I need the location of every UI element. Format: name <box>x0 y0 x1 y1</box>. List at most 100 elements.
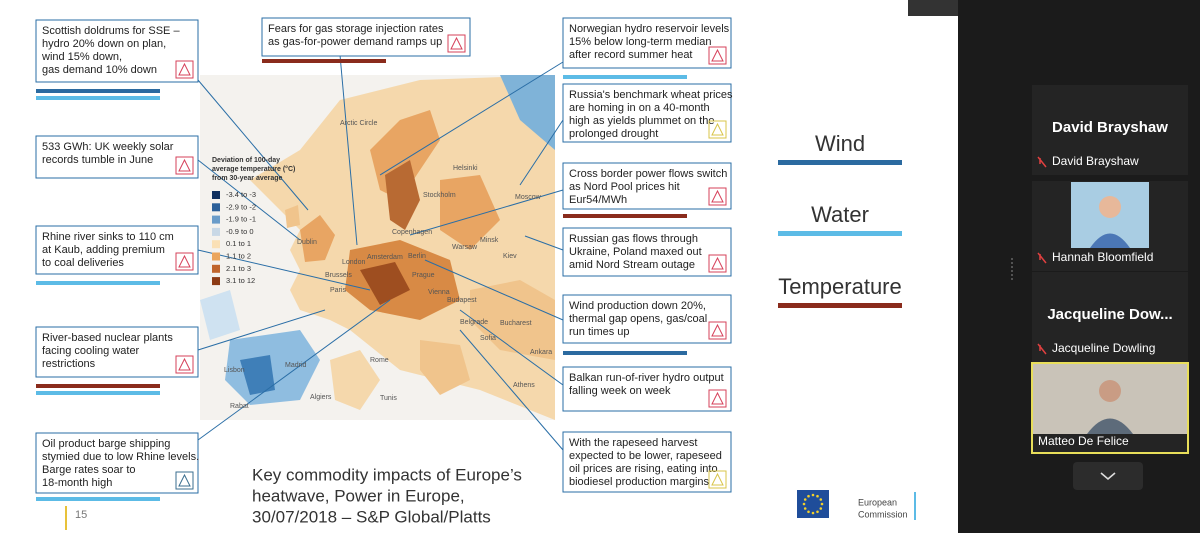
callout-text: With the rapeseed harvest <box>569 437 697 449</box>
callout-text: Ukraine, Poland maxed out <box>569 246 702 258</box>
callout-icon <box>708 120 727 139</box>
callout-icon <box>708 46 727 65</box>
place-label: Dublin <box>297 239 317 246</box>
callout-text: biodiesel production margins <box>569 476 710 488</box>
callout-icon <box>175 471 194 490</box>
callout-icon <box>447 34 466 53</box>
participant-tile[interactable] <box>1032 85 1188 175</box>
callout-icon <box>708 470 727 489</box>
callout-text: River-based nuclear plants <box>42 332 173 344</box>
person-head <box>1099 196 1121 218</box>
person-body <box>1087 418 1133 434</box>
legend-swatch <box>212 240 220 249</box>
callout-box <box>562 162 732 210</box>
callout-text: run times up <box>569 326 630 338</box>
place-label: Athens <box>513 382 535 389</box>
callout-text: Scottish doldrums for SSE – <box>42 25 180 37</box>
callout-icon <box>708 389 727 408</box>
key-label: Water <box>811 202 869 227</box>
eu-star <box>803 507 807 510</box>
callout-box <box>35 19 199 83</box>
mute-icon <box>1037 343 1047 355</box>
participant-label: David Brayshaw <box>1052 154 1139 168</box>
callout-icon <box>708 321 727 340</box>
callout-text: Russian gas flows through <box>569 233 698 245</box>
callout-text: facing cooling water <box>42 345 140 357</box>
callout-text: 533 GWh: UK weekly solar <box>42 141 174 153</box>
legend-swatch <box>212 264 220 273</box>
callout-icon <box>175 252 194 271</box>
legend-swatch <box>212 191 220 199</box>
scroll-down-button[interactable] <box>1073 462 1143 490</box>
callout-icon-glyph <box>711 189 724 203</box>
callout-text: expected to be lower, rapeseed <box>569 450 722 462</box>
eu-star <box>820 502 824 506</box>
participant-tile[interactable] <box>1032 272 1188 362</box>
callout-box <box>35 225 199 275</box>
callout-icon <box>175 355 194 374</box>
callout-icon <box>708 254 727 273</box>
callout-box <box>562 366 732 412</box>
place-label: Prague <box>412 272 435 279</box>
logo-text: European <box>858 497 897 507</box>
callout-text: hydro 20% down on plan, <box>42 38 166 50</box>
impact-bar <box>36 391 160 395</box>
callout-text: Eur54/MWh <box>569 194 627 206</box>
eu-star <box>819 498 823 501</box>
callout-icon-glyph <box>711 48 724 62</box>
place-label: Minsk <box>480 237 499 244</box>
callout-icon-glyph <box>178 473 191 487</box>
impact-bar <box>563 75 687 79</box>
eu-star <box>807 510 810 514</box>
legend-swatch <box>212 203 220 212</box>
place-label: Madrid <box>285 362 307 369</box>
legend-title: from 30-year average <box>212 175 283 182</box>
tile-name: David Brayshaw <box>1052 119 1168 136</box>
callout-box <box>35 432 199 494</box>
place-label: Ankara <box>530 349 552 356</box>
place-label: Amsterdam <box>367 254 403 261</box>
impact-bar <box>36 384 160 388</box>
place-label: Lisbon <box>224 367 245 374</box>
key-bar <box>778 160 902 165</box>
impact-bar <box>36 497 160 501</box>
place-label: Brussels <box>325 272 352 279</box>
place-label: Algiers <box>310 394 332 401</box>
callout-icon-glyph <box>450 36 463 50</box>
callout-icon-glyph <box>178 254 191 268</box>
place-label: Budapest <box>447 297 477 304</box>
legend-label: 2.1 to 3 <box>226 264 251 273</box>
callout-text: Balkan run-of-river hydro output <box>569 372 724 384</box>
legend-title: Deviation of 100-day <box>212 157 280 164</box>
logo-text: Commission <box>858 509 908 519</box>
callout-box <box>261 17 471 57</box>
eu-star <box>811 493 815 497</box>
place-label: Sofia <box>480 335 496 342</box>
callout-text: amid Nord Stream outage <box>569 259 695 271</box>
callout-text: gas demand 10% down <box>42 64 157 76</box>
legend-label: -2.9 to -2 <box>226 202 256 211</box>
place-label: Moscow <box>515 194 542 201</box>
callout-connectors <box>197 54 564 451</box>
toolbar[interactable] <box>908 0 958 16</box>
callout-icon-glyph <box>711 323 724 337</box>
key-bar <box>778 303 902 308</box>
place-label: Arctic Circle <box>340 120 377 127</box>
place-label: Belgrade <box>460 319 488 326</box>
callout-text: as gas-for-power demand ramps up <box>268 36 442 48</box>
legend-swatch <box>212 215 220 224</box>
callout-text: are homing in on a 40-month <box>569 102 710 114</box>
impact-bar <box>36 89 160 93</box>
place-label: Tunis <box>380 395 397 402</box>
callout-icon-glyph <box>178 158 191 172</box>
place-label: London <box>342 259 365 266</box>
impact-bar <box>36 281 160 285</box>
page-number: 15 <box>75 509 87 521</box>
participant-label: Matteo De Felice <box>1038 434 1129 448</box>
callout-text: Norwegian hydro reservoir levels <box>569 23 730 35</box>
callout-text: 15% below long-term median <box>569 36 711 48</box>
mute-icon <box>1037 156 1047 168</box>
callout-text: Fears for gas storage injection rates <box>268 23 444 35</box>
impact-bar <box>563 351 687 355</box>
